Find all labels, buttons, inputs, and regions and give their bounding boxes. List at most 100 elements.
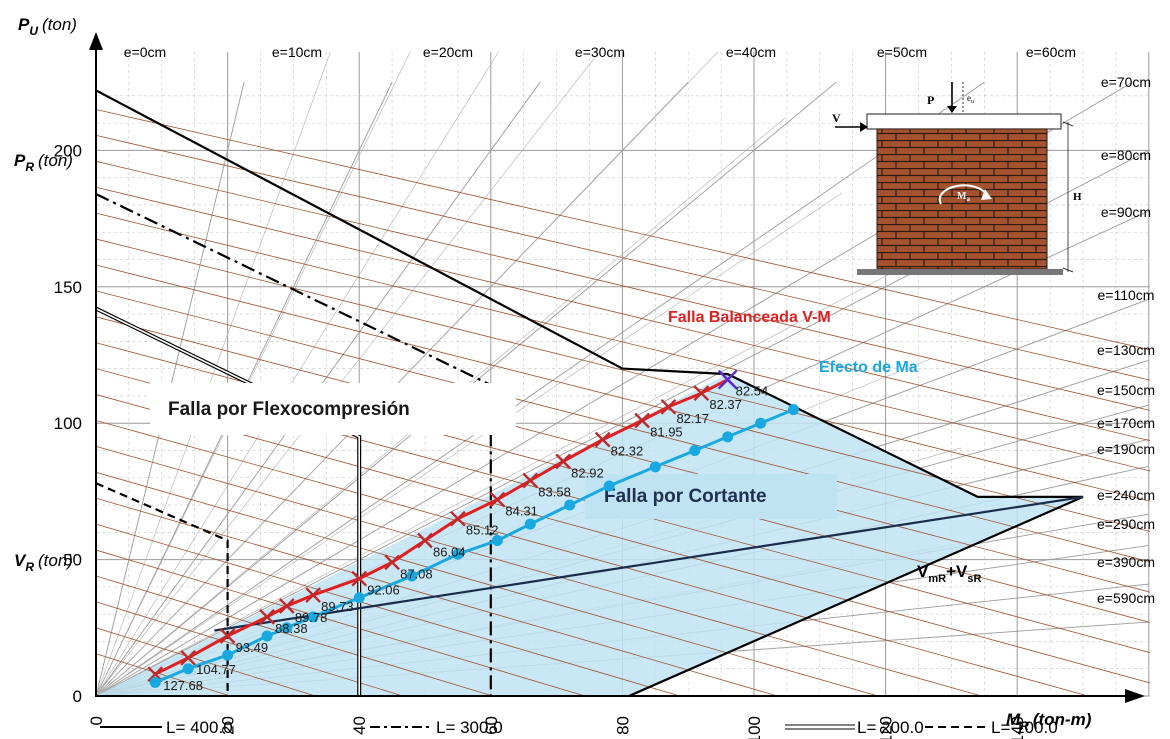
data-point-dot — [281, 622, 293, 634]
point-value-label: 92.06 — [367, 583, 400, 598]
diagram-L-400-0 — [95, 89, 1084, 698]
radial-line — [96, 192, 843, 696]
diagram-L-200-0-inner — [95, 307, 361, 696]
data-point-x — [634, 412, 650, 429]
series-falla-balanceada — [147, 369, 738, 683]
data-point-x — [305, 587, 321, 603]
eccentricity-label: e=290cm — [1097, 516, 1155, 532]
y-tick-label: 200 — [54, 141, 82, 160]
data-point-dot — [722, 431, 734, 443]
flexo-curve — [96, 601, 403, 696]
data-point-dot — [307, 611, 319, 623]
x-tick-label: 40 — [350, 716, 369, 735]
point-value-label: 127.68 — [163, 678, 203, 693]
data-point-dot — [452, 548, 464, 560]
data-point-x — [693, 385, 710, 402]
x-tick-label: 140 — [1008, 716, 1027, 739]
legend-label: L= 200.0 — [857, 718, 924, 737]
data-point-x — [278, 598, 295, 614]
data-point-dot — [261, 630, 273, 642]
flexo-curve — [96, 290, 1150, 563]
eccentricity-labels: e=0cm e=10cm e=20cm e=30cm e=40cm e=50cm e=60c… — [124, 44, 1155, 606]
series-line — [154, 378, 729, 676]
x-tick-label: 60 — [482, 716, 501, 735]
flexo-curve — [96, 471, 879, 696]
data-point-dot — [524, 518, 536, 530]
radial-line — [96, 52, 719, 696]
eccentricity-label: e=110cm — [1098, 287, 1155, 303]
data-point-dot — [182, 663, 194, 675]
data-point-dot — [755, 417, 767, 429]
y-axis-title-pr: PR (ton) — [14, 151, 73, 174]
eccentricity-label: e=240cm — [1097, 487, 1155, 503]
data-point-x — [489, 491, 506, 508]
point-value-label: 89.73 — [321, 599, 354, 614]
point-value-label: 89.78 — [295, 610, 328, 625]
radial-line — [96, 52, 499, 696]
x-tick-label: 120 — [877, 716, 896, 739]
point-value-label: 86.04 — [433, 545, 466, 560]
point-value-label: 83.58 — [538, 484, 571, 499]
inset-ma-label: Ma — [957, 191, 970, 203]
point-value-label: 81.95 — [650, 424, 683, 439]
flexo-curve — [96, 135, 1150, 381]
x-tick-label: 100 — [745, 716, 764, 739]
legend-label: L= 300.0 — [436, 718, 503, 737]
flexo-curve — [96, 264, 1150, 532]
flexo-label: Falla por Flexocompresión — [168, 399, 410, 420]
flexo-curve — [96, 653, 231, 696]
y-tick-label: 150 — [54, 278, 82, 297]
point-value-label: 82.32 — [611, 444, 644, 459]
point-value-label: 85.12 — [466, 523, 499, 538]
data-point-dot — [689, 444, 701, 456]
legend: L= 400.0 L= 300.0 L= 200.0 L= 100.0 — [100, 718, 1058, 737]
data-point-x — [450, 510, 466, 527]
legend-label: L= 100.0 — [991, 718, 1058, 737]
eccentricity-label: e=40cm — [726, 44, 776, 60]
data-point-dot — [406, 570, 418, 582]
flexo-curve — [96, 160, 1150, 411]
eccentricity-label: e=60cm — [1026, 44, 1076, 60]
eccentricity-label: e=0cm — [124, 44, 166, 60]
data-point-x — [259, 609, 275, 625]
data-point-x — [594, 431, 611, 448]
flexo-curve — [96, 109, 1150, 351]
y-tick-label: 0 — [73, 687, 82, 706]
balanced-point-marker — [717, 369, 738, 390]
flexo-curve — [96, 446, 982, 696]
eccentricity-label: e=70cm — [1101, 74, 1151, 90]
y-axis-title-pu: PU (ton) — [18, 15, 77, 38]
shear-failure-region — [96, 374, 1083, 696]
point-value-label: 82.17 — [676, 411, 709, 426]
data-point-dot — [603, 480, 615, 492]
y-axis-title-vr: VR (ton) — [14, 551, 73, 574]
point-value-label: 104.77 — [196, 662, 236, 677]
shear-capacity-line — [214, 495, 1084, 632]
data-point-dot — [787, 404, 799, 416]
axes — [89, 32, 1145, 703]
data-point-x — [351, 570, 368, 587]
data-point-x — [384, 554, 400, 571]
data-point-dot — [564, 499, 576, 511]
point-value-label: 82.92 — [571, 465, 604, 480]
eccentricity-line — [96, 81, 985, 696]
cortante-label-box — [585, 474, 837, 519]
inset-h-label: H — [1073, 191, 1082, 203]
eccentricity-label: e=80cm — [1101, 147, 1151, 163]
point-value-label: 82.54 — [736, 384, 769, 399]
point-value-label: 93.49 — [236, 640, 269, 655]
flexo-curve — [96, 575, 493, 696]
eccentricity-label: e=90cm — [1101, 204, 1151, 220]
eccentricity-label: e=390cm — [1097, 554, 1155, 570]
flexocompression-curves — [96, 109, 1150, 696]
eccentricity-label: e=20cm — [423, 44, 473, 60]
data-point-x — [219, 628, 236, 644]
inset-eu-label: eu — [967, 93, 974, 105]
cortante-label: Falla por Cortante — [604, 486, 767, 507]
balanceada-label: Falla Balanceada V-M — [668, 309, 831, 326]
data-point-dot — [353, 592, 365, 604]
flexo-curve — [96, 212, 1150, 472]
point-value-label: 87.08 — [400, 566, 433, 581]
